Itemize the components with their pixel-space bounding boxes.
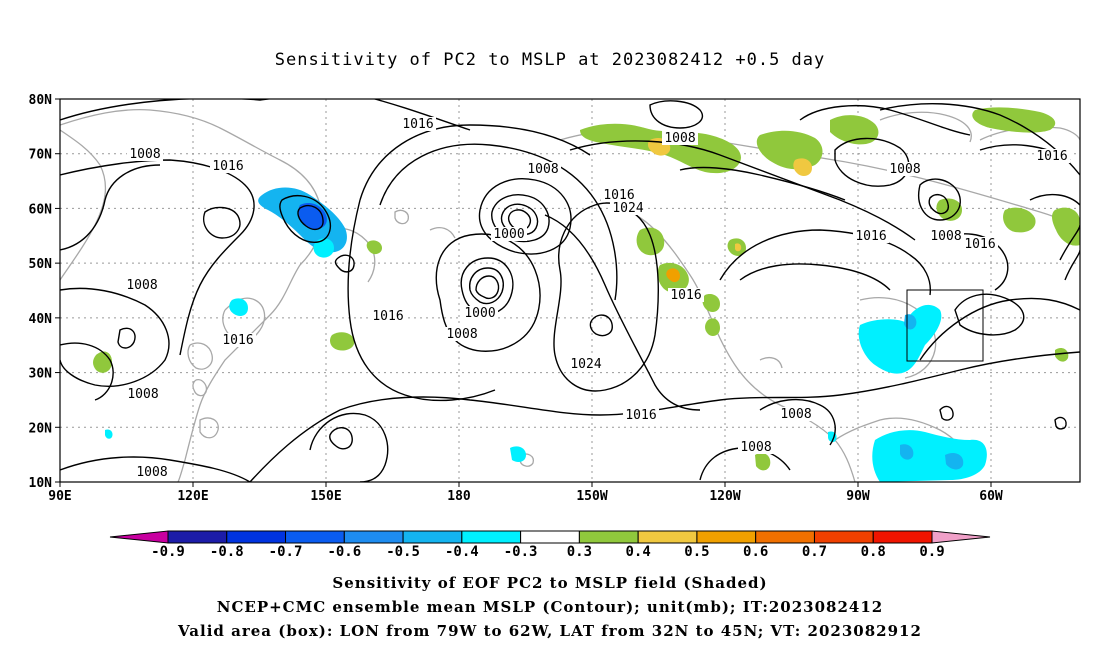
colorbar-swatch bbox=[578, 530, 639, 544]
colorbar-high-end bbox=[931, 530, 991, 544]
colorbar-swatch bbox=[520, 530, 580, 544]
contour-label: 1008 bbox=[446, 327, 477, 342]
lon-tick-label: 150E bbox=[310, 489, 341, 504]
contour-label: 1016 bbox=[625, 408, 656, 423]
colorbar-swatch bbox=[461, 530, 522, 544]
contour-label: 1016 bbox=[402, 117, 433, 132]
contour-label: 1008 bbox=[129, 147, 160, 162]
colorbar-label: 0.4 bbox=[626, 544, 651, 560]
contour-label: 1008 bbox=[780, 407, 811, 422]
contour-label: 1008 bbox=[127, 387, 158, 402]
colorbar-label: 0.3 bbox=[567, 544, 592, 560]
lon-tick-label: 120W bbox=[709, 489, 740, 504]
valid-area-box bbox=[906, 289, 984, 362]
colorbar-swatch bbox=[402, 530, 463, 544]
colorbar-label: 0.6 bbox=[743, 544, 768, 560]
lon-tick-label: 180 bbox=[447, 489, 471, 504]
colorbar-low-end bbox=[109, 530, 169, 544]
colorbar-swatch bbox=[872, 530, 933, 544]
sensitivity-shading bbox=[93, 107, 1080, 482]
colorbar-label: 0.5 bbox=[684, 544, 709, 560]
colorbar-label: -0.8 bbox=[210, 544, 244, 560]
contour-label: 1024 bbox=[612, 201, 643, 216]
colorbar-label: -0.7 bbox=[269, 544, 303, 560]
colorbar-label: -0.4 bbox=[445, 544, 479, 560]
colorbar-label: -0.6 bbox=[327, 544, 361, 560]
lon-tick-label: 90W bbox=[846, 489, 870, 504]
colorbar-swatch bbox=[813, 530, 874, 544]
colorbar-label: -0.3 bbox=[504, 544, 538, 560]
contour-label: 1016 bbox=[372, 309, 403, 324]
colorbar-swatch bbox=[285, 530, 345, 544]
lat-tick-label: 10N bbox=[29, 476, 53, 491]
colorbar-label: 0.9 bbox=[919, 544, 944, 560]
colorbar-swatch bbox=[226, 530, 287, 544]
lon-tick-label: 150W bbox=[576, 489, 607, 504]
lon-tick-label: 120E bbox=[177, 489, 208, 504]
caption-line-3: Valid area (box): LON from 79W to 62W, L… bbox=[178, 622, 922, 640]
longitude-axis: 90E 120E 150E 180 150W 120W 90W 60W bbox=[48, 482, 1003, 504]
contour-label: 1008 bbox=[664, 131, 695, 146]
colorbar-swatch bbox=[637, 530, 698, 544]
contour-label: 1000 bbox=[464, 306, 495, 321]
colorbar-label: 0.7 bbox=[802, 544, 827, 560]
colorbar-label: -0.5 bbox=[386, 544, 420, 560]
contour-labels: 1016100810161008101610161008100810081008… bbox=[124, 117, 1070, 480]
colorbar-swatch bbox=[343, 530, 404, 544]
contour-label: 1000 bbox=[493, 227, 524, 242]
lat-tick-label: 40N bbox=[29, 312, 53, 327]
colorbar-swatch bbox=[755, 530, 815, 544]
lat-tick-label: 70N bbox=[29, 148, 53, 163]
contour-label: 1016 bbox=[222, 333, 253, 348]
caption-line-2: NCEP+CMC ensemble mean MSLP (Contour); u… bbox=[216, 598, 884, 616]
plot-title: Sensitivity of PC2 to MSLP at 2023082412… bbox=[274, 50, 826, 70]
lat-tick-label: 50N bbox=[29, 257, 53, 272]
contour-label: 1016 bbox=[964, 237, 995, 252]
contour-label: 1024 bbox=[570, 357, 601, 372]
lat-tick-label: 60N bbox=[29, 202, 53, 217]
contour-label: 1008 bbox=[136, 465, 167, 480]
latitude-axis: 80N 70N 60N 50N 40N 30N 20N 10N bbox=[29, 93, 60, 491]
lon-tick-label: 60W bbox=[979, 489, 1003, 504]
contour-label: 1008 bbox=[126, 278, 157, 293]
colorbar-swatch bbox=[696, 530, 757, 544]
contour-label: 1016 bbox=[855, 229, 886, 244]
colorbar: -0.9 -0.8 -0.7 -0.6 -0.5 -0.4 -0.3 0.3 0.4 0.5 0.6… bbox=[109, 530, 991, 560]
lon-tick-label: 90E bbox=[48, 489, 71, 504]
contour-label: 1016 bbox=[1036, 149, 1067, 164]
contour-label: 1016 bbox=[212, 159, 243, 174]
contour-label: 1008 bbox=[930, 229, 961, 244]
colorbar-label: 0.8 bbox=[861, 544, 886, 560]
caption-line-1: Sensitivity of EOF PC2 to MSLP field (Sh… bbox=[332, 574, 768, 592]
contour-label: 1008 bbox=[740, 440, 771, 455]
contour-label: 1008 bbox=[889, 162, 920, 177]
lat-tick-label: 80N bbox=[29, 93, 53, 108]
colorbar-label: -0.9 bbox=[151, 544, 185, 560]
contour-label: 1016 bbox=[603, 188, 634, 203]
contour-label: 1008 bbox=[527, 162, 558, 177]
lat-tick-label: 20N bbox=[29, 421, 53, 436]
contour-label: 1016 bbox=[670, 288, 701, 303]
colorbar-swatch bbox=[167, 530, 228, 544]
lat-tick-label: 30N bbox=[29, 367, 53, 382]
map-frame bbox=[59, 98, 1081, 483]
